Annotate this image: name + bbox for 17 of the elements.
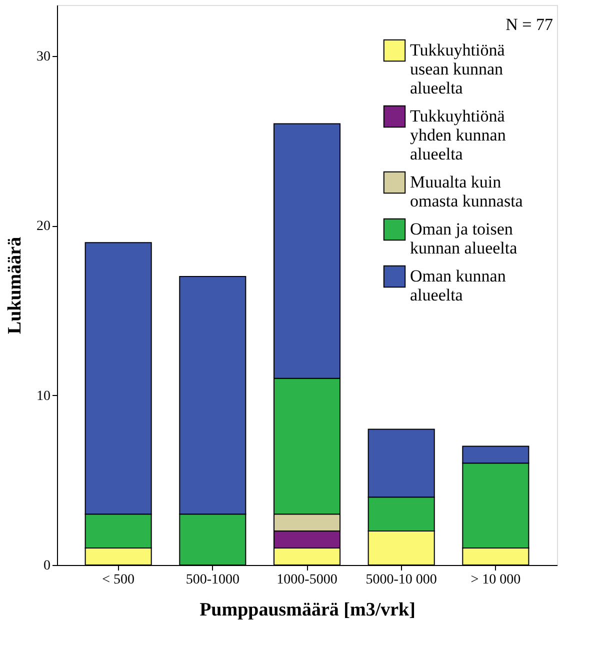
x-tick-label: 500-1000 [186, 572, 240, 588]
x-tick-label: 5000-10 000 [366, 572, 437, 588]
legend-label: Muualta kuin omasta kunnasta [410, 172, 524, 210]
annotation: N = 77 [506, 15, 554, 34]
legend-label: Oman kunnan alueelta [410, 266, 506, 304]
y-tick-label: 10 [36, 388, 50, 404]
x-tick-label: > 10 000 [470, 572, 521, 588]
y-tick-label: 0 [44, 558, 50, 574]
y-tick-label: 20 [36, 219, 50, 234]
x-tick-label: 1000-5000 [276, 572, 338, 588]
legend-label: Oman ja toisen kunnan alueelta [410, 220, 518, 258]
x-tick-label: < 500 [102, 572, 135, 588]
y-tick-label: 30 [36, 49, 50, 64]
x-axis-title: Pumppausmäärä [m3/vrk] [200, 600, 416, 620]
legend-label: Tukkuyhtiönä yhden kunnan alueelta [410, 106, 506, 164]
legend-label: Tukkuyhtiönä usean kunnan alueelta [410, 40, 506, 98]
y-axis-title: Lukumäärä [4, 236, 26, 334]
